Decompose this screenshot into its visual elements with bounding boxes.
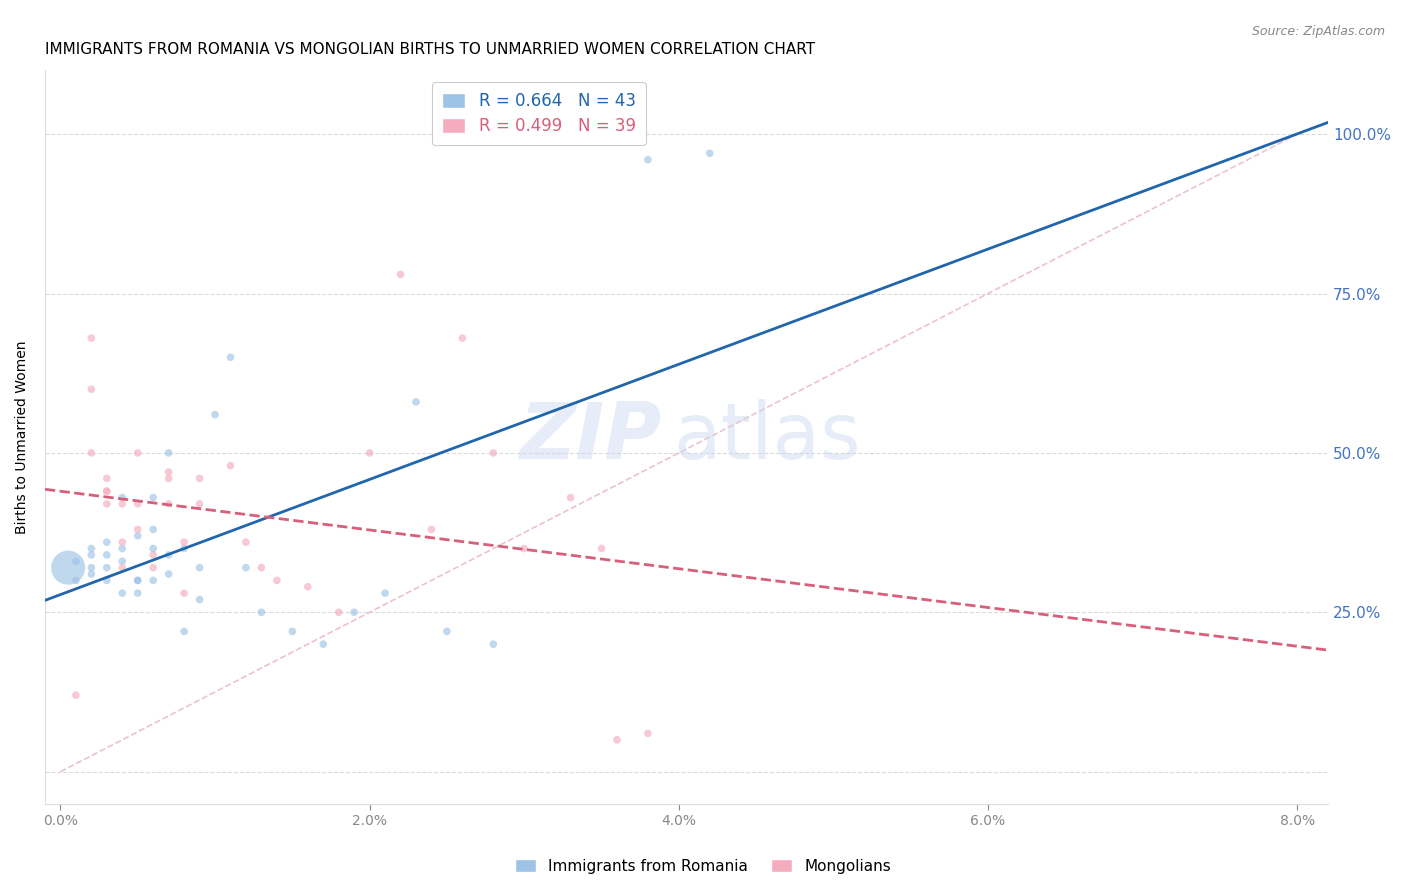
Text: IMMIGRANTS FROM ROMANIA VS MONGOLIAN BIRTHS TO UNMARRIED WOMEN CORRELATION CHART: IMMIGRANTS FROM ROMANIA VS MONGOLIAN BIR… bbox=[45, 42, 815, 57]
Point bbox=[157, 548, 180, 562]
Point bbox=[219, 458, 242, 473]
Point bbox=[127, 446, 149, 460]
Point bbox=[359, 446, 381, 460]
Point bbox=[312, 637, 335, 651]
Point bbox=[173, 535, 195, 549]
Point bbox=[343, 605, 366, 619]
Point bbox=[436, 624, 458, 639]
Point bbox=[188, 560, 211, 574]
Point bbox=[80, 567, 103, 582]
Point bbox=[560, 491, 582, 505]
Point bbox=[127, 529, 149, 543]
Point bbox=[111, 491, 134, 505]
Point bbox=[266, 574, 288, 588]
Point bbox=[591, 541, 613, 556]
Point bbox=[235, 560, 257, 574]
Point bbox=[127, 574, 149, 588]
Point bbox=[65, 554, 87, 568]
Point bbox=[188, 497, 211, 511]
Point bbox=[157, 497, 180, 511]
Point bbox=[127, 586, 149, 600]
Point bbox=[173, 586, 195, 600]
Point bbox=[374, 586, 396, 600]
Point bbox=[204, 408, 226, 422]
Point bbox=[127, 574, 149, 588]
Point bbox=[142, 574, 165, 588]
Point bbox=[637, 153, 659, 167]
Point bbox=[127, 523, 149, 537]
Legend: R = 0.664   N = 43, R = 0.499   N = 39: R = 0.664 N = 43, R = 0.499 N = 39 bbox=[432, 82, 645, 145]
Point bbox=[405, 395, 427, 409]
Point bbox=[96, 484, 118, 499]
Point bbox=[80, 446, 103, 460]
Point bbox=[328, 605, 350, 619]
Point bbox=[111, 586, 134, 600]
Point bbox=[482, 446, 505, 460]
Point bbox=[157, 465, 180, 479]
Point bbox=[127, 497, 149, 511]
Point bbox=[80, 541, 103, 556]
Point bbox=[420, 523, 443, 537]
Point bbox=[142, 560, 165, 574]
Point bbox=[173, 624, 195, 639]
Point bbox=[637, 726, 659, 740]
Legend: Immigrants from Romania, Mongolians: Immigrants from Romania, Mongolians bbox=[509, 853, 897, 880]
Point bbox=[111, 497, 134, 511]
Point bbox=[297, 580, 319, 594]
Point bbox=[80, 548, 103, 562]
Point bbox=[111, 554, 134, 568]
Point bbox=[96, 471, 118, 485]
Point bbox=[219, 351, 242, 365]
Point bbox=[235, 535, 257, 549]
Point bbox=[65, 574, 87, 588]
Point bbox=[56, 560, 79, 574]
Point bbox=[96, 548, 118, 562]
Point bbox=[142, 523, 165, 537]
Point bbox=[96, 535, 118, 549]
Point bbox=[281, 624, 304, 639]
Point bbox=[80, 560, 103, 574]
Point bbox=[111, 560, 134, 574]
Point bbox=[173, 541, 195, 556]
Point bbox=[188, 471, 211, 485]
Point bbox=[699, 146, 721, 161]
Point bbox=[80, 331, 103, 345]
Point bbox=[250, 605, 273, 619]
Point bbox=[96, 497, 118, 511]
Text: ZIP: ZIP bbox=[519, 399, 661, 475]
Point bbox=[157, 446, 180, 460]
Point bbox=[111, 541, 134, 556]
Point bbox=[142, 491, 165, 505]
Point bbox=[513, 541, 536, 556]
Point bbox=[157, 567, 180, 582]
Point bbox=[250, 560, 273, 574]
Point bbox=[96, 560, 118, 574]
Point bbox=[451, 331, 474, 345]
Point bbox=[157, 471, 180, 485]
Point bbox=[389, 268, 412, 282]
Text: Source: ZipAtlas.com: Source: ZipAtlas.com bbox=[1251, 25, 1385, 38]
Point bbox=[96, 484, 118, 499]
Point bbox=[111, 535, 134, 549]
Text: atlas: atlas bbox=[673, 399, 862, 475]
Point bbox=[80, 382, 103, 396]
Y-axis label: Births to Unmarried Women: Births to Unmarried Women bbox=[15, 340, 30, 533]
Point bbox=[482, 637, 505, 651]
Point bbox=[96, 574, 118, 588]
Point bbox=[142, 541, 165, 556]
Point bbox=[142, 548, 165, 562]
Point bbox=[606, 732, 628, 747]
Point bbox=[188, 592, 211, 607]
Point bbox=[65, 688, 87, 702]
